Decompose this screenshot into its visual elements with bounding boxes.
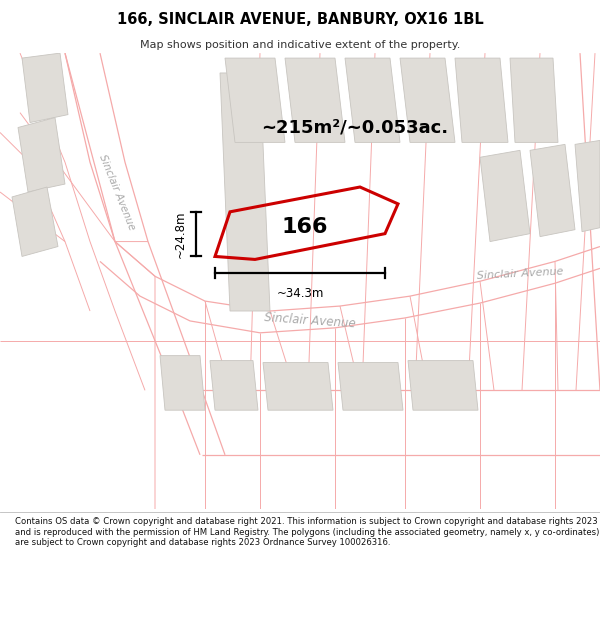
Polygon shape [345, 58, 400, 142]
Text: ~215m²/~0.053ac.: ~215m²/~0.053ac. [262, 119, 449, 136]
Polygon shape [263, 362, 333, 410]
Polygon shape [338, 362, 403, 410]
Text: ~34.3m: ~34.3m [277, 288, 323, 300]
Polygon shape [480, 151, 530, 242]
Text: Sinclair Avenue: Sinclair Avenue [476, 266, 563, 281]
Polygon shape [220, 73, 270, 311]
Polygon shape [22, 53, 68, 122]
Text: Sinclair Avenue: Sinclair Avenue [97, 152, 137, 231]
Text: Sinclair Avenue: Sinclair Avenue [264, 311, 356, 331]
Text: Map shows position and indicative extent of the property.: Map shows position and indicative extent… [140, 40, 460, 50]
Polygon shape [400, 58, 455, 142]
Polygon shape [408, 361, 478, 410]
Polygon shape [530, 144, 575, 237]
Polygon shape [12, 187, 58, 256]
Polygon shape [575, 141, 600, 232]
Text: ~24.8m: ~24.8m [174, 211, 187, 258]
Polygon shape [18, 118, 65, 192]
Polygon shape [160, 356, 205, 410]
Text: 166, SINCLAIR AVENUE, BANBURY, OX16 1BL: 166, SINCLAIR AVENUE, BANBURY, OX16 1BL [116, 12, 484, 27]
Polygon shape [510, 58, 558, 142]
Polygon shape [225, 58, 285, 142]
Text: 166: 166 [282, 217, 328, 237]
Polygon shape [285, 58, 345, 142]
Polygon shape [455, 58, 508, 142]
Text: Contains OS data © Crown copyright and database right 2021. This information is : Contains OS data © Crown copyright and d… [15, 518, 599, 548]
Polygon shape [210, 361, 258, 410]
